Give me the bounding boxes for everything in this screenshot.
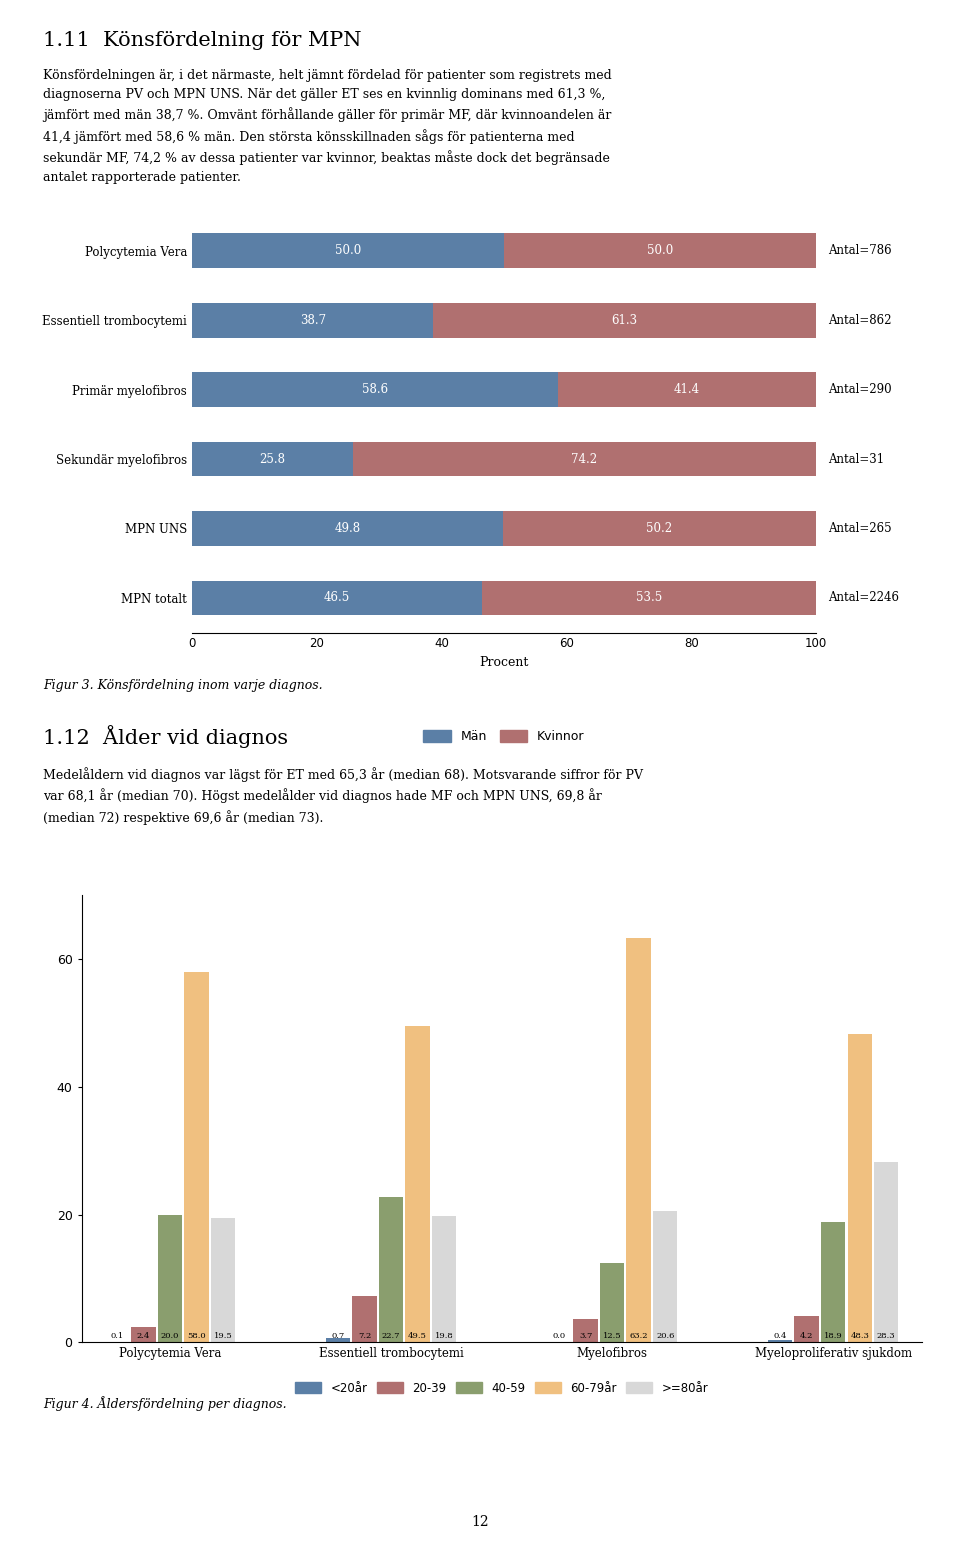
Text: 50.2: 50.2 <box>646 522 672 535</box>
Text: 63.2: 63.2 <box>630 1333 648 1341</box>
Text: 58.6: 58.6 <box>362 383 388 397</box>
Text: 1.12  Ålder vid diagnos: 1.12 Ålder vid diagnos <box>43 725 288 748</box>
Bar <box>157 1214 182 1342</box>
Text: 0.1: 0.1 <box>110 1333 124 1341</box>
Bar <box>192 302 434 338</box>
Bar <box>192 441 353 477</box>
Text: 50.0: 50.0 <box>647 244 673 258</box>
Text: 12: 12 <box>471 1515 489 1529</box>
Text: Figur 4. Åldersfördelning per diagnos.: Figur 4. Åldersfördelning per diagnos. <box>43 1396 287 1412</box>
Bar <box>768 1339 792 1342</box>
Text: 61.3: 61.3 <box>612 313 637 327</box>
Bar <box>558 372 816 407</box>
Bar <box>405 1026 430 1342</box>
Text: Antal=265: Antal=265 <box>828 522 892 535</box>
Bar <box>211 1217 235 1342</box>
Text: 53.5: 53.5 <box>636 591 662 605</box>
Text: 0.4: 0.4 <box>774 1333 787 1341</box>
Bar <box>504 233 816 268</box>
Legend: Män, Kvinnor: Män, Kvinnor <box>423 730 585 744</box>
Text: Antal=290: Antal=290 <box>828 383 892 397</box>
Bar <box>627 938 651 1342</box>
Text: 48.3: 48.3 <box>851 1333 869 1341</box>
Bar <box>482 580 816 616</box>
Text: 20.0: 20.0 <box>161 1333 180 1341</box>
Text: Antal=862: Antal=862 <box>828 313 892 327</box>
Text: 7.2: 7.2 <box>358 1333 372 1341</box>
Text: 1.11  Könsfördelning för MPN: 1.11 Könsfördelning för MPN <box>43 31 362 49</box>
Bar <box>821 1222 846 1342</box>
Text: 19.5: 19.5 <box>214 1333 232 1341</box>
Bar <box>192 233 504 268</box>
Text: 25.8: 25.8 <box>259 452 285 466</box>
Bar <box>132 1327 156 1342</box>
Bar <box>184 972 208 1342</box>
Bar <box>379 1197 403 1342</box>
Bar <box>795 1316 819 1342</box>
Legend: <20år, 20-39, 40-59, 60-79år, >=80år: <20år, 20-39, 40-59, 60-79år, >=80år <box>295 1381 708 1395</box>
Bar <box>432 1216 456 1342</box>
Bar <box>192 580 482 616</box>
Text: 49.8: 49.8 <box>334 522 360 535</box>
Bar <box>325 1338 350 1342</box>
Bar <box>874 1162 899 1342</box>
Bar <box>848 1034 872 1342</box>
Text: 46.5: 46.5 <box>324 591 350 605</box>
Text: 50.0: 50.0 <box>335 244 361 258</box>
Text: 0.0: 0.0 <box>553 1333 565 1341</box>
Text: 18.9: 18.9 <box>824 1333 843 1341</box>
Text: Könsfördelningen är, i det närmaste, helt jämnt fördelad för patienter som regis: Könsfördelningen är, i det närmaste, hel… <box>43 69 612 184</box>
Text: 2.4: 2.4 <box>137 1333 150 1341</box>
Text: 28.3: 28.3 <box>876 1333 896 1341</box>
Text: 74.2: 74.2 <box>571 452 597 466</box>
Text: Antal=2246: Antal=2246 <box>828 591 900 605</box>
Text: 58.0: 58.0 <box>187 1333 205 1341</box>
Text: 19.8: 19.8 <box>435 1333 453 1341</box>
X-axis label: Procent: Procent <box>479 656 529 670</box>
Bar <box>573 1319 598 1342</box>
Text: 38.7: 38.7 <box>300 313 325 327</box>
Text: 3.7: 3.7 <box>579 1333 592 1341</box>
Bar <box>353 441 816 477</box>
Text: 12.5: 12.5 <box>603 1333 621 1341</box>
Text: 41.4: 41.4 <box>674 383 700 397</box>
Text: Antal=786: Antal=786 <box>828 244 892 258</box>
Text: Medelåldern vid diagnos var lägst för ET med 65,3 år (median 68). Motsvarande si: Medelåldern vid diagnos var lägst för ET… <box>43 767 643 824</box>
Text: 49.5: 49.5 <box>408 1333 427 1341</box>
Text: Antal=31: Antal=31 <box>828 452 884 466</box>
Bar <box>503 511 816 546</box>
Text: 20.6: 20.6 <box>656 1333 674 1341</box>
Text: Figur 3. Könsfördelning inom varje diagnos.: Figur 3. Könsfördelning inom varje diagn… <box>43 679 323 691</box>
Text: 4.2: 4.2 <box>800 1333 813 1341</box>
Text: 22.7: 22.7 <box>382 1333 400 1341</box>
Text: 0.7: 0.7 <box>331 1333 345 1341</box>
Bar <box>192 511 503 546</box>
Bar <box>434 302 816 338</box>
Bar <box>192 372 558 407</box>
Bar <box>352 1296 376 1342</box>
Bar <box>653 1211 678 1342</box>
Bar <box>600 1262 624 1342</box>
